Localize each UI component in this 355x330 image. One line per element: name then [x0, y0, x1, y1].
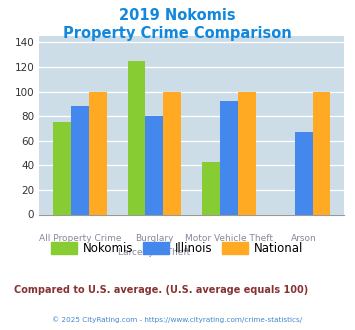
Bar	[295, 132, 312, 214]
Bar	[202, 162, 220, 214]
Bar	[53, 122, 71, 214]
Text: Property Crime Comparison: Property Crime Comparison	[63, 26, 292, 41]
Bar	[312, 92, 331, 214]
Legend: Nokomis, Illinois, National: Nokomis, Illinois, National	[47, 237, 308, 259]
Bar	[163, 92, 181, 214]
Bar	[238, 92, 256, 214]
Bar	[220, 101, 238, 214]
Bar	[127, 61, 146, 214]
Bar	[146, 116, 163, 214]
Text: Compared to U.S. average. (U.S. average equals 100): Compared to U.S. average. (U.S. average …	[14, 285, 308, 295]
Text: Larceny & Theft: Larceny & Theft	[118, 248, 191, 257]
Bar	[71, 106, 89, 214]
Bar	[89, 92, 106, 214]
Text: © 2025 CityRating.com - https://www.cityrating.com/crime-statistics/: © 2025 CityRating.com - https://www.city…	[53, 317, 302, 323]
Text: Arson: Arson	[291, 234, 317, 243]
Text: All Property Crime: All Property Crime	[39, 234, 121, 243]
Text: 2019 Nokomis: 2019 Nokomis	[119, 8, 236, 23]
Text: Burglary: Burglary	[135, 234, 174, 243]
Text: Motor Vehicle Theft: Motor Vehicle Theft	[185, 234, 273, 243]
